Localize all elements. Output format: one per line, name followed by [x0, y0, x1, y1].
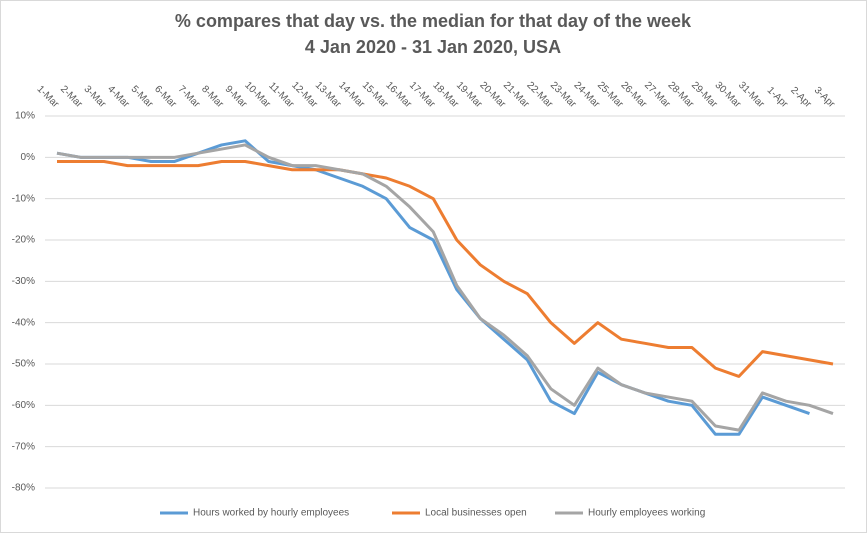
- legend-label: Hours worked by hourly employees: [193, 508, 349, 519]
- legend-label: Hourly employees working: [588, 508, 705, 519]
- series-line: [56, 139, 810, 436]
- y-tick-label: -60%: [12, 400, 35, 411]
- y-tick-label: -30%: [12, 276, 35, 287]
- y-tick-label: -20%: [12, 235, 35, 246]
- series-line: [56, 143, 834, 432]
- chart-title: % compares that day vs. the median for t…: [175, 11, 692, 31]
- legend-label: Local businesses open: [425, 508, 527, 519]
- y-tick-label: -80%: [12, 483, 35, 494]
- y-tick-label: -50%: [12, 359, 35, 370]
- chart-subtitle: 4 Jan 2020 - 31 Jan 2020, USA: [305, 37, 561, 57]
- y-tick-label: -40%: [12, 317, 35, 328]
- series-line: [57, 159, 834, 378]
- y-tick-label: -10%: [12, 193, 35, 204]
- y-tick-label: -70%: [12, 441, 35, 452]
- y-tick-label: 10%: [15, 111, 35, 122]
- y-tick-label: 0%: [21, 152, 36, 163]
